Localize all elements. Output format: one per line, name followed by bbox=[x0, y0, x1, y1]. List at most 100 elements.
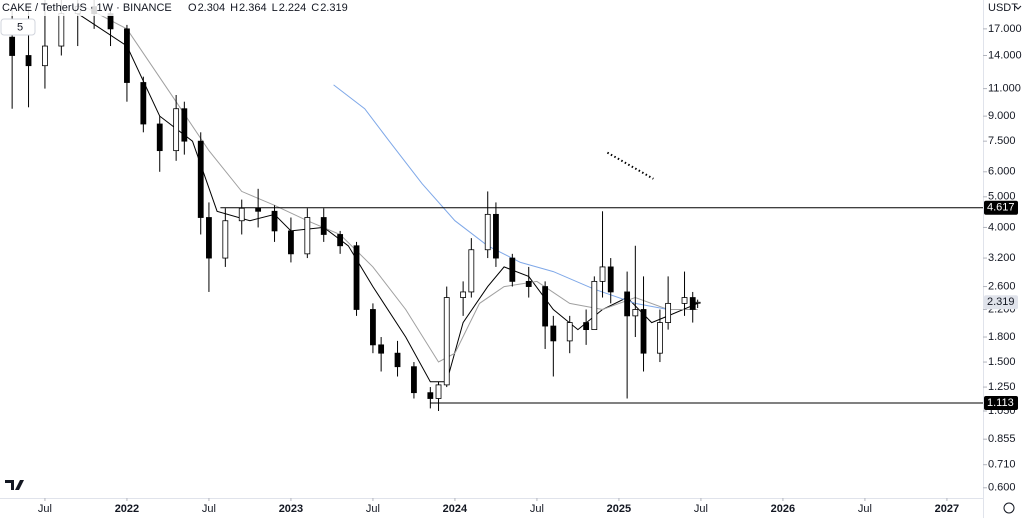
y-tick-label: 14.000 bbox=[988, 49, 1022, 61]
candle-body bbox=[222, 220, 229, 259]
y-tick-label: 11.000 bbox=[988, 83, 1021, 95]
indicator-line bbox=[606, 151, 654, 180]
candle-body bbox=[694, 301, 701, 304]
y-tick-label: 0.600 bbox=[988, 482, 1016, 494]
y-tick-label: 9.000 bbox=[988, 110, 1016, 122]
candle-body bbox=[599, 266, 606, 282]
candle-body bbox=[304, 217, 311, 255]
x-tick-label: 2022 bbox=[115, 503, 139, 515]
plot-area bbox=[9, 0, 983, 411]
candle-body bbox=[443, 297, 450, 386]
candle-body bbox=[353, 245, 360, 310]
candle-body bbox=[394, 352, 401, 368]
price-label-bg bbox=[984, 200, 1018, 215]
settings-button[interactable] bbox=[1003, 502, 1015, 514]
candle-body bbox=[140, 82, 147, 125]
price-label-bg bbox=[984, 395, 1018, 410]
candle-body bbox=[681, 297, 688, 304]
candle-body bbox=[632, 309, 639, 317]
symbol-title: CAKE / TetherUS · 1W · BINANCE bbox=[2, 2, 172, 14]
candle-body bbox=[255, 207, 262, 212]
candle-body bbox=[468, 249, 475, 293]
candle-body bbox=[607, 266, 614, 293]
last-price-bg bbox=[984, 295, 1018, 310]
ohlc-value: 2.364 bbox=[239, 2, 267, 14]
candle-body bbox=[42, 45, 48, 67]
candle-body bbox=[197, 140, 204, 218]
ohlc-label: C bbox=[311, 2, 319, 14]
y-tick-label: 2.600 bbox=[988, 280, 1016, 292]
ohlc-label: O bbox=[188, 2, 197, 14]
currency-dropdown[interactable] bbox=[1014, 5, 1022, 10]
candle-body bbox=[124, 28, 130, 83]
candle-body bbox=[665, 302, 672, 323]
x-tick-label: Jul bbox=[530, 503, 544, 515]
candle-body bbox=[542, 286, 549, 327]
y-tick-label: 0.710 bbox=[988, 459, 1016, 471]
candle-body bbox=[689, 297, 696, 310]
candle-body bbox=[25, 55, 32, 67]
y-tick-label: 3.200 bbox=[988, 252, 1016, 264]
candle-body bbox=[238, 207, 245, 222]
candle-body bbox=[591, 280, 598, 331]
y-tick-label: 0.855 bbox=[988, 433, 1016, 445]
x-tick-label: 2023 bbox=[279, 503, 303, 515]
y-tick-label: 1.800 bbox=[988, 331, 1016, 343]
x-tick-label: Jul bbox=[694, 503, 708, 515]
header-bg bbox=[0, 0, 300, 16]
indicator-badge-bg[interactable] bbox=[0, 18, 36, 36]
candle-body bbox=[173, 108, 180, 152]
candle-body bbox=[657, 322, 663, 354]
candle-body bbox=[525, 280, 532, 287]
candle-body bbox=[484, 213, 491, 251]
x-tick-label: 2027 bbox=[935, 503, 959, 515]
x-tick-label: Jul bbox=[38, 503, 52, 515]
y-tick-label: 1.500 bbox=[988, 356, 1016, 368]
candle-body bbox=[9, 36, 16, 56]
candle-body bbox=[411, 366, 417, 394]
candle-body bbox=[550, 325, 557, 342]
candle-body bbox=[156, 123, 163, 152]
ohlc-value: 2.224 bbox=[279, 2, 307, 14]
candle-body bbox=[337, 234, 344, 247]
ohlc-label: H bbox=[230, 2, 238, 14]
candle-body bbox=[460, 291, 467, 298]
x-tick-label: 2024 bbox=[443, 503, 468, 515]
candle-body bbox=[427, 392, 434, 399]
candle-body bbox=[271, 210, 278, 232]
x-tick-label: 2025 bbox=[607, 503, 631, 515]
candle-body bbox=[640, 309, 647, 354]
candle-body bbox=[583, 322, 590, 331]
price-label: 1.113 bbox=[987, 397, 1014, 409]
ohlc-values: O 2.304 H 2.364 L 2.224 C 2.319 bbox=[188, 2, 348, 14]
y-tick-label: 4.000 bbox=[988, 221, 1016, 233]
candle-body bbox=[58, 13, 65, 47]
indicator-badge[interactable]: 5 bbox=[17, 21, 23, 33]
candle-body bbox=[370, 309, 376, 346]
candle-body bbox=[493, 213, 499, 259]
candle-body bbox=[566, 322, 573, 342]
y-tick-label: 1.250 bbox=[988, 381, 1016, 393]
candle-body bbox=[509, 257, 516, 282]
x-tick-label: 2026 bbox=[771, 503, 795, 515]
candle-body bbox=[378, 344, 385, 354]
x-tick-label: Jul bbox=[202, 503, 216, 515]
candle-body bbox=[320, 217, 327, 235]
candle-body bbox=[206, 217, 212, 259]
y-tick-label: 6.000 bbox=[988, 166, 1016, 178]
y-tick-label: 17.000 bbox=[988, 23, 1022, 35]
x-tick-label: Jul bbox=[858, 503, 872, 515]
candle-body bbox=[181, 108, 188, 142]
x-tick-label: Jul bbox=[366, 503, 380, 515]
candle-body bbox=[435, 384, 442, 399]
price-label: 4.617 bbox=[987, 202, 1015, 214]
tv-logo[interactable] bbox=[5, 480, 24, 490]
y-tick-label: 7.500 bbox=[988, 135, 1016, 147]
currency[interactable]: USDT bbox=[988, 2, 1018, 14]
ohlc-value: 2.319 bbox=[320, 2, 348, 14]
candle-body bbox=[624, 291, 631, 317]
last-price-label: 2.319 bbox=[987, 296, 1015, 308]
ohlc-value: 2.304 bbox=[198, 2, 226, 14]
y-tick-label: 5.000 bbox=[988, 191, 1016, 203]
